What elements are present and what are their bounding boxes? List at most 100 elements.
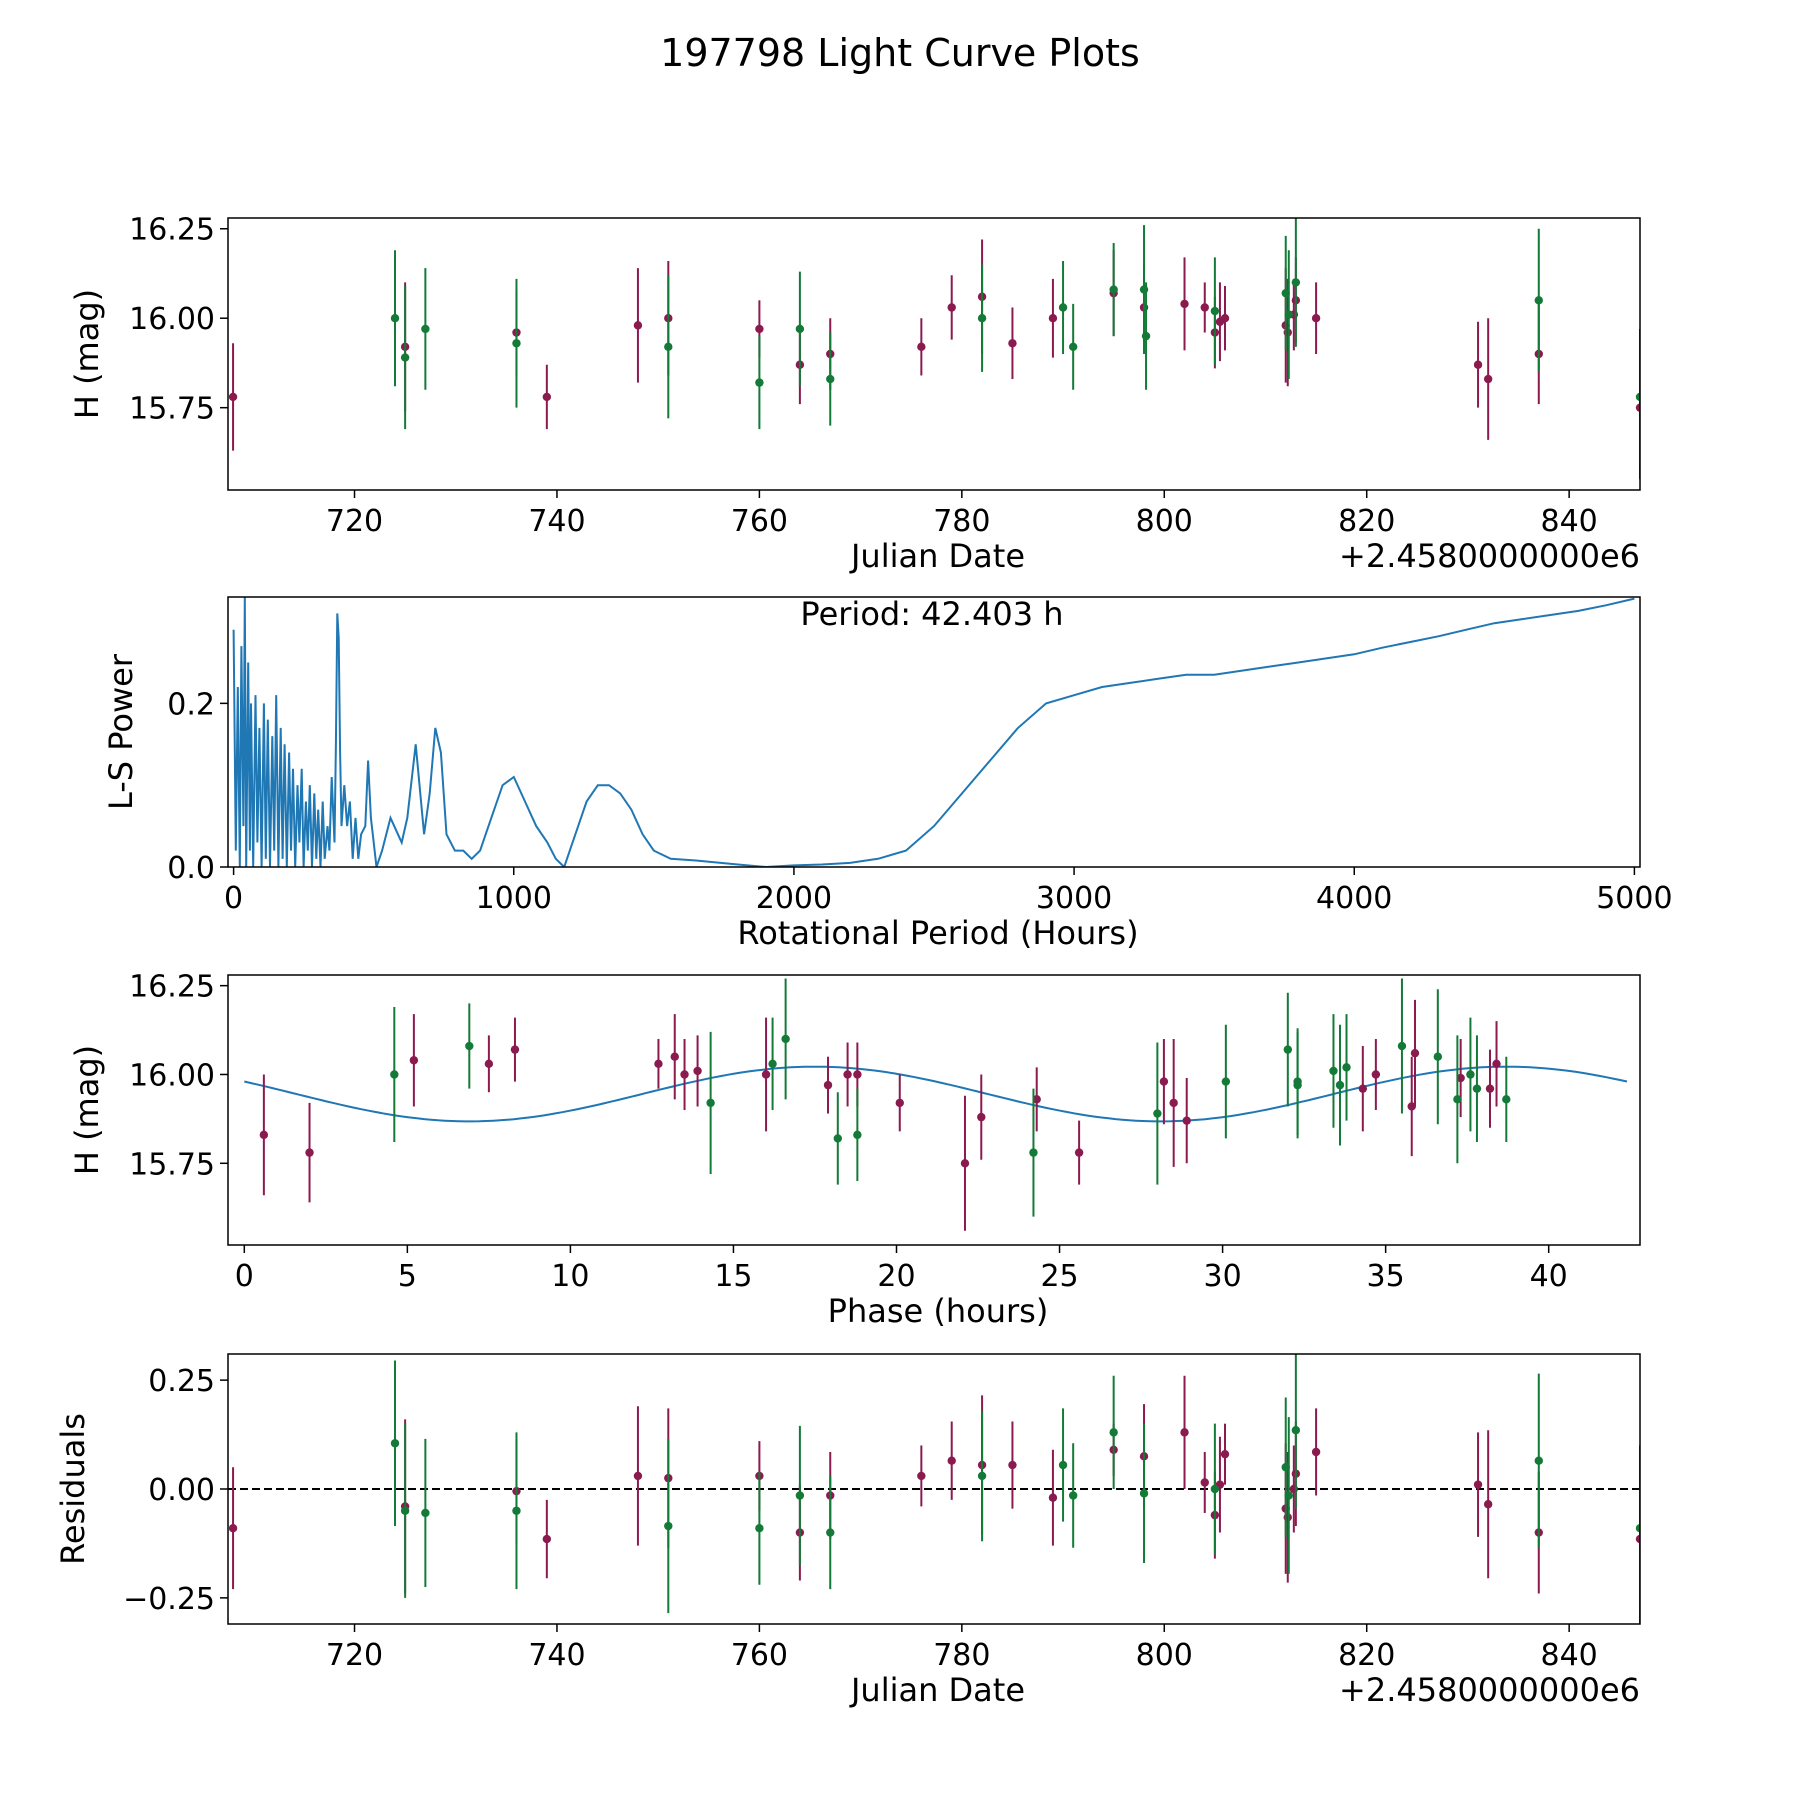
x-tick-label: 780 (933, 1638, 990, 1673)
data-point (400, 353, 410, 362)
data-point (421, 324, 430, 334)
data-point (1221, 1077, 1231, 1086)
x-tick-label: 840 (1541, 504, 1598, 539)
y-tick-label: 16.00 (129, 1058, 215, 1093)
y-tick-label: 0.2 (167, 687, 215, 722)
data-point (400, 1506, 410, 1515)
data-point (1502, 1095, 1511, 1104)
x-tick-label: 0 (224, 881, 243, 916)
data-point (1483, 1500, 1493, 1509)
data-point (1068, 1491, 1078, 1500)
x-tick-label: 40 (1530, 1259, 1568, 1294)
data-point (421, 1508, 430, 1518)
data-point (1220, 1449, 1230, 1459)
data-point (1220, 314, 1230, 323)
data-point (465, 1041, 474, 1051)
plot-data (232, 597, 1635, 867)
data-point (1466, 1070, 1475, 1079)
data-point (1048, 314, 1058, 323)
data-point (1180, 1428, 1189, 1437)
data-point (1534, 1456, 1543, 1465)
x-offset-label: +2.4580000000e6 (1339, 537, 1640, 575)
x-tick-label: 740 (528, 504, 585, 539)
data-point (1329, 1066, 1338, 1076)
y-tick-label: 0.00 (148, 1473, 215, 1508)
data-point (1200, 1478, 1209, 1487)
phased-curve-panel: 0 5 10 15 20 25 30 35 40 15.75 16.00 16.25 Phase (ho… (68, 970, 1641, 1330)
x-tick-label: 10 (551, 1259, 589, 1294)
data-point (1210, 1484, 1220, 1494)
data-point (633, 1471, 643, 1481)
data-point (1534, 296, 1543, 305)
y-tick-label: −0.25 (123, 1582, 215, 1617)
x-tick-label: 3000 (1036, 881, 1112, 916)
data-point (633, 321, 643, 330)
data-point (305, 1148, 314, 1157)
data-point (670, 1052, 679, 1061)
data-point (1473, 360, 1483, 369)
figure-title: 197798 Light Curve Plots (660, 31, 1140, 75)
data-point (1635, 1523, 1640, 1533)
data-point (826, 374, 835, 384)
data-point (1141, 331, 1151, 341)
data-point (917, 1471, 926, 1481)
data-point (1048, 1493, 1058, 1502)
data-point (853, 1130, 862, 1140)
data-point (795, 1491, 805, 1500)
data-point (1635, 392, 1640, 402)
y-axis-label: Residuals (54, 1413, 92, 1565)
x-tick-label: 720 (326, 1638, 383, 1673)
y-axis-label: H (mag) (68, 1045, 106, 1175)
y-tick-label: 0.25 (148, 1364, 215, 1399)
data-point (1473, 1480, 1483, 1489)
data-point (390, 1439, 400, 1448)
data-point (1109, 285, 1118, 294)
plot-data (244, 978, 1628, 1231)
x-tick-label: 780 (933, 504, 990, 539)
data-point (664, 1521, 673, 1531)
x-tick-label: 840 (1541, 1638, 1598, 1673)
data-point (1029, 1148, 1038, 1157)
data-point (654, 1059, 663, 1069)
data-point (1291, 1426, 1301, 1435)
data-point (1180, 299, 1189, 309)
data-point (706, 1098, 715, 1108)
data-point (1284, 310, 1293, 319)
data-point (853, 1070, 862, 1079)
residuals-panel: 720 740 760 780 800 820 840 −0.25 0.00 0.25 Julian… (54, 1353, 1641, 1709)
x-tick-label: 5000 (1596, 881, 1672, 916)
x-offset-label: +2.4580000000e6 (1339, 1671, 1640, 1709)
data-point (977, 1471, 987, 1481)
y-tick-label: 16.00 (129, 302, 215, 337)
data-point (1032, 1095, 1041, 1104)
data-point (390, 1070, 399, 1079)
x-tick-label: 2000 (756, 881, 832, 916)
data-point (1159, 1077, 1169, 1086)
data-point (228, 392, 238, 402)
x-tick-label: 820 (1338, 504, 1395, 539)
data-point (1008, 1460, 1017, 1470)
light-curve-panel: 720 740 760 780 800 820 840 15.75 16.00 16.25 Juli… (68, 213, 1641, 575)
data-point (977, 1112, 986, 1122)
data-point (1483, 374, 1493, 384)
data-point (1058, 1460, 1068, 1470)
data-point (795, 324, 805, 334)
x-tick-label: 800 (1136, 504, 1193, 539)
data-point (1068, 342, 1078, 352)
x-tick-label: 820 (1338, 1638, 1395, 1673)
data-point (1311, 314, 1321, 323)
x-tick-label: 5 (398, 1259, 417, 1294)
x-tick-label: 740 (528, 1638, 585, 1673)
x-axis-label: Julian Date (849, 1671, 1025, 1709)
power-spectrum-line (232, 597, 1635, 867)
y-tick-label: 0.0 (167, 851, 215, 886)
data-point (1456, 1073, 1465, 1083)
plot-data (228, 1354, 1640, 1624)
data-point (409, 1056, 419, 1065)
data-point (1635, 1534, 1640, 1544)
data-point (259, 1130, 269, 1140)
data-point (1283, 1045, 1293, 1054)
data-point (947, 1456, 956, 1465)
data-point (1342, 1063, 1351, 1072)
